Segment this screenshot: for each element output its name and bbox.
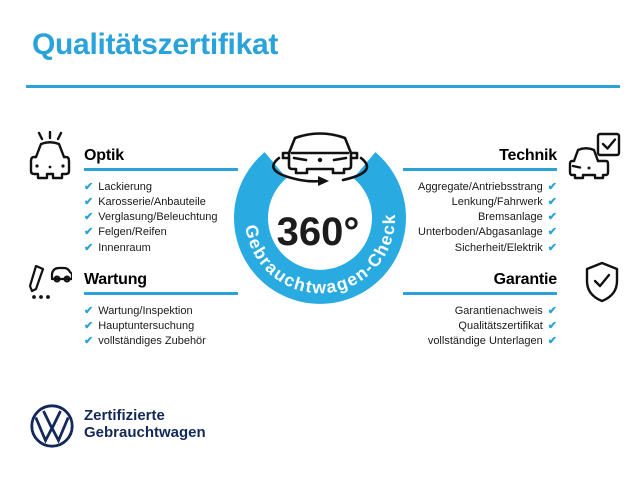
car-checkbox-icon: [566, 131, 622, 181]
section-garantie: Garantie Garantienachweis ✔ Qualitätszert…: [403, 270, 557, 349]
section-garantie-title: Garantie: [493, 271, 558, 288]
checklist-technik: Aggregate/Antriebsstrang ✔ Lenkung/Fahrwe…: [403, 180, 557, 256]
checklist-item: ✔ Karosserie/Anbauteile: [84, 195, 238, 210]
checklist-item: ✔ vollständiges Zubehör: [84, 334, 238, 349]
checklist-item: ✔ Wartung/Inspektion: [84, 304, 238, 319]
section-optik-underline: [84, 168, 238, 171]
checklist-optik: ✔ Lackierung ✔ Karosserie/Anbauteile ✔ Verg…: [84, 180, 238, 256]
section-wartung-underline: [84, 292, 238, 295]
checklist-item: Bremsanlage ✔: [403, 210, 557, 225]
section-wartung: Wartung ✔ Wartung/Inspektion ✔ Hauptunters…: [84, 270, 238, 349]
checklist-item: ✔ Innenraum: [84, 241, 238, 256]
vw-logo-icon: [29, 403, 75, 449]
checklist-item: Qualitätszertifikat ✔: [403, 319, 557, 334]
checklist-item: Garantienachweis ✔: [403, 304, 557, 319]
car-shine-icon: [26, 131, 74, 181]
check-icon: ✔: [547, 304, 557, 317]
checklist-item: ✔ Felgen/Reifen: [84, 225, 238, 240]
check-icon: ✔: [84, 304, 94, 317]
check-icon: ✔: [547, 335, 557, 348]
checklist-item: Unterboden/Abgasanlage ✔: [403, 225, 557, 240]
check-icon: ✔: [547, 241, 557, 254]
checklist-item: vollständige Unterlagen ✔: [403, 334, 557, 349]
360-check-badge: Gebrauchtwagen-Check 360°: [225, 100, 420, 315]
badge-ring: [234, 152, 406, 304]
badge-degree-label: 360°: [277, 210, 360, 254]
checklist-item: Lenkung/Fahrwerk ✔: [403, 195, 557, 210]
checklist-item: Sicherheit/Elektrik ✔: [403, 241, 557, 256]
check-icon: ✔: [84, 226, 94, 239]
checklist-item: ✔ Lackierung: [84, 180, 238, 195]
checklist-garantie: Garantienachweis ✔ Qualitätszertifikat ✔ v…: [403, 304, 557, 350]
shield-check-icon: [584, 261, 620, 303]
section-technik: Technik Aggregate/Antriebsstrang ✔ Lenkun…: [403, 146, 557, 256]
check-icon: ✔: [547, 195, 557, 208]
pencil-car-checklist-icon: [26, 258, 72, 300]
check-icon: ✔: [84, 195, 94, 208]
section-wartung-title: Wartung: [84, 271, 147, 288]
check-icon: ✔: [84, 211, 94, 224]
check-icon: ✔: [84, 241, 94, 254]
rotating-car-icon: [272, 132, 369, 186]
section-optik-title: Optik: [84, 147, 124, 164]
section-garantie-underline: [403, 292, 557, 295]
check-icon: ✔: [547, 226, 557, 239]
title-divider: [26, 85, 620, 88]
check-icon: ✔: [84, 335, 94, 348]
section-optik: Optik ✔ Lackierung ✔ Karosserie/Anbauteile…: [84, 146, 238, 256]
check-icon: ✔: [547, 211, 557, 224]
page-title: Qualitätszertifikat: [32, 28, 279, 61]
checklist-item: ✔ Verglasung/Beleuchtung: [84, 210, 238, 225]
checklist-item: ✔ Hauptuntersuchung: [84, 319, 238, 334]
check-icon: ✔: [84, 180, 94, 193]
checklist-item: Aggregate/Antriebsstrang ✔: [403, 180, 557, 195]
section-technik-title: Technik: [499, 147, 557, 164]
checklist-wartung: ✔ Wartung/Inspektion ✔ Hauptuntersuchung ✔…: [84, 304, 238, 350]
footer-line1: Zertifizierte: [84, 407, 165, 424]
check-icon: ✔: [84, 319, 94, 332]
footer-brand-text: Zertifizierte Gebrauchtwagen: [84, 407, 206, 441]
footer-line2: Gebrauchtwagen: [84, 424, 206, 441]
check-icon: ✔: [547, 180, 557, 193]
check-icon: ✔: [547, 319, 557, 332]
section-technik-underline: [403, 168, 557, 171]
